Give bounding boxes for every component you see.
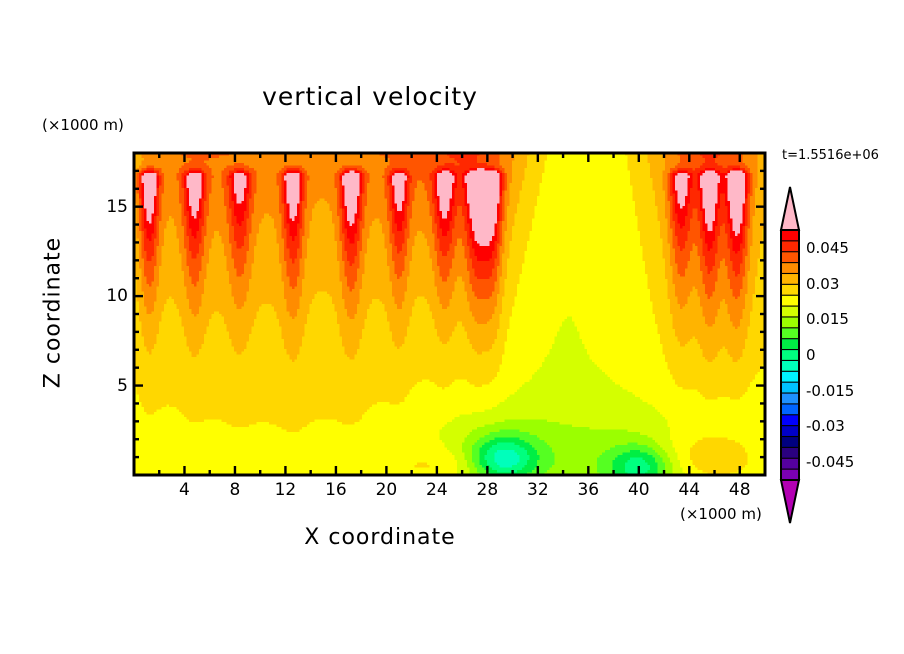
x-tick-label: 8: [229, 480, 241, 500]
colorbar-tick-label: 0.03: [806, 274, 840, 293]
x-tick-label: 12: [274, 480, 297, 500]
x-axis-title: X coordinate: [304, 525, 456, 550]
y-tick-label: 15: [106, 196, 128, 217]
x-tick-label: 48: [728, 480, 751, 500]
x-tick-label: 40: [627, 480, 650, 500]
y-tick-label: 5: [117, 375, 128, 396]
x-axis-unit-label: (×1000 m): [680, 505, 762, 523]
y-axis-title: Z coordinate: [40, 236, 66, 389]
colorbar-tick-label: -0.015: [806, 381, 855, 400]
x-tick-label: 36: [577, 480, 600, 500]
colorbar-tick-label: -0.03: [806, 417, 845, 436]
x-tick-label: 32: [527, 480, 549, 500]
plot-frame: [132, 151, 767, 477]
x-tick-label: 44: [678, 480, 701, 500]
x-tick-label: 4: [179, 480, 190, 500]
x-tick-label: 16: [325, 480, 347, 500]
colorbar-tick-label: 0.015: [806, 310, 849, 329]
colorbar-tick-label: 0.045: [806, 238, 849, 257]
colorbar-tick-label: 0: [806, 346, 816, 364]
colorbar-tick-label: -0.045: [806, 453, 855, 472]
x-tick-label: 28: [476, 480, 499, 500]
time-annotation: t=1.5516e+06: [782, 148, 879, 163]
y-tick-label: 10: [106, 286, 128, 307]
x-tick-label: 24: [426, 480, 448, 500]
page-title: vertical velocity: [262, 82, 478, 111]
contour-field: [134, 153, 765, 475]
x-tick-label: 20: [375, 480, 398, 500]
colorbar: [779, 186, 801, 524]
y-axis-unit-label: (×1000 m): [42, 116, 124, 134]
axis-ticks: [132, 151, 767, 477]
